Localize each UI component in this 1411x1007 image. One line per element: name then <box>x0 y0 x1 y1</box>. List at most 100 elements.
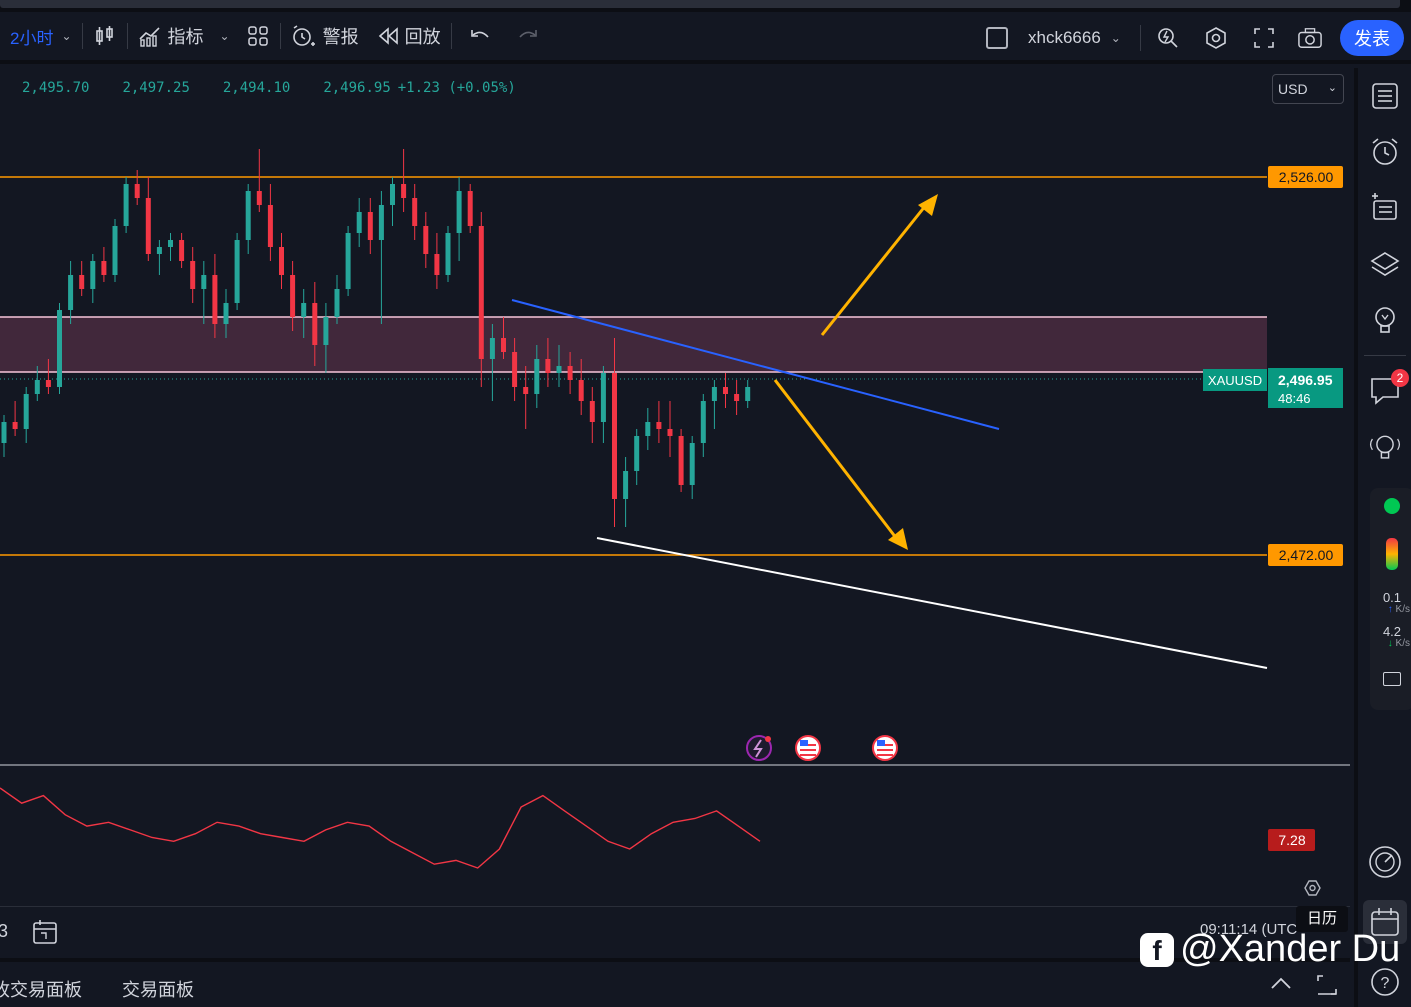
maximize-panel-icon[interactable] <box>1316 974 1338 1001</box>
redo-button[interactable] <box>516 10 540 62</box>
calendar-icon[interactable] <box>1363 900 1407 944</box>
candle-body <box>168 240 173 247</box>
status-dot <box>1384 498 1400 514</box>
chart-pane[interactable]: 2,526.00 2,472.00 XAUUSD 2,496.95 48:46 … <box>0 68 1350 906</box>
last-price-text: 2,496.95 <box>1278 372 1333 388</box>
chevron-up-icon[interactable] <box>1270 976 1292 995</box>
author-watermark: f @Xander Du <box>1140 928 1400 971</box>
camera-icon[interactable] <box>1298 26 1322 50</box>
candle-body <box>634 436 640 471</box>
gauge-icon[interactable] <box>1367 844 1403 880</box>
candle-body <box>179 240 185 261</box>
net-up-unit: ↑ K/s <box>1387 604 1410 615</box>
alert-button[interactable]: 警报 <box>291 10 359 62</box>
us-flag-event-icon[interactable] <box>795 735 821 761</box>
net-down-value: 4.2 <box>1382 624 1402 639</box>
net-up-value: 0.1 <box>1382 590 1402 605</box>
candle-body <box>478 226 484 359</box>
quick-search-icon[interactable] <box>1156 26 1180 50</box>
pane-settings-icon[interactable] <box>1304 880 1321 896</box>
interval-selector[interactable]: 2小时 ⌄ <box>0 10 72 62</box>
candle-body <box>412 198 418 226</box>
candle-body <box>501 338 506 352</box>
help-icon[interactable]: ? <box>1367 964 1403 1000</box>
date-range-icon[interactable] <box>32 919 60 950</box>
watermark-text: @Xander Du <box>1180 928 1401 970</box>
candle-body <box>734 394 740 401</box>
chart-type-button[interactable] <box>93 10 117 62</box>
indicators-button[interactable]: 指标 ⌄ <box>138 10 230 62</box>
divider <box>1364 355 1406 356</box>
legend-high: 2,497.25 <box>122 80 190 96</box>
candle-body <box>301 303 307 317</box>
candle-body <box>434 254 440 275</box>
candle-body <box>134 184 140 198</box>
divider <box>279 23 281 49</box>
price-chart[interactable]: 2,526.00 2,472.00 XAUUSD 2,496.95 48:46 … <box>0 68 1350 906</box>
publish-button[interactable]: 发表 <box>1340 20 1404 56</box>
legend-close: 2,496.95 <box>323 80 391 96</box>
candle-body <box>367 212 373 240</box>
undo-button[interactable] <box>468 10 492 62</box>
layers-icon[interactable] <box>1367 246 1403 282</box>
candle-body <box>600 373 606 422</box>
chevron-down-icon: ⌄ <box>1110 31 1121 45</box>
candle-body <box>423 226 429 254</box>
undo-icon <box>468 24 492 48</box>
candle-body <box>667 429 673 436</box>
watchlist-icon[interactable] <box>1367 78 1403 114</box>
candle-body <box>578 380 584 401</box>
currency-label: USD <box>1278 81 1308 97</box>
chevron-down-icon[interactable]: ⌄ <box>219 29 230 43</box>
lightning-event-icon[interactable] <box>746 735 772 761</box>
settings-gear-icon[interactable] <box>1204 26 1228 50</box>
snapshot-icon[interactable] <box>1383 672 1401 686</box>
top-scrollbar[interactable] <box>0 0 1400 8</box>
replay-button[interactable]: 回放 <box>377 10 441 62</box>
ideas-bulb-icon[interactable] <box>1367 302 1403 338</box>
utc-clock[interactable]: 09:11:14 (UTC <box>1200 921 1298 938</box>
layouts-button[interactable] <box>246 10 270 62</box>
candle-body <box>12 422 18 429</box>
account-menu[interactable]: xhck6666 ⌄ <box>1028 12 1121 64</box>
candle-body <box>23 394 29 429</box>
candle-body <box>279 247 284 275</box>
alarm-icon[interactable] <box>1367 134 1403 170</box>
candle-body <box>190 261 196 289</box>
last-price-label: 2,496.95 48:46 <box>1268 368 1343 408</box>
signal-bulb-icon[interactable] <box>1367 430 1403 466</box>
candle-body <box>456 191 462 233</box>
tab-trading-panel-left[interactable]: 收交易面板 <box>0 980 82 1000</box>
us-flag-event-icon[interactable] <box>872 735 898 761</box>
legend-open: 2,495.70 <box>22 80 90 96</box>
candle-body <box>567 366 573 380</box>
legend-change: +1.23 (+0.05%) <box>397 80 516 96</box>
divider <box>126 23 128 49</box>
trendline-blue[interactable] <box>511 299 1000 430</box>
trendline-white[interactable] <box>596 537 1268 669</box>
candle-body <box>68 275 74 310</box>
calendar-tooltip: 日历 <box>1296 906 1348 932</box>
price-label-upper: 2,526.00 <box>1268 166 1343 188</box>
candle-body <box>234 240 240 303</box>
candle-body <box>45 380 51 387</box>
tab-trading-panel[interactable]: 交易面板 <box>122 980 194 1000</box>
object-tree-icon[interactable] <box>1367 190 1403 226</box>
symbol-tag: XAUUSD <box>1203 369 1267 391</box>
arrow-down[interactable] <box>773 379 902 544</box>
candle-body <box>356 212 362 233</box>
time-axis[interactable]: 3 09:11:14 (UTC <box>0 906 1350 954</box>
arrow-up-head <box>918 194 938 216</box>
currency-select[interactable]: USD ⌄ <box>1272 74 1344 104</box>
replay-label: 回放 <box>404 27 441 47</box>
fullscreen-icon[interactable] <box>1252 26 1276 50</box>
price-label-lower: 2,472.00 <box>1268 544 1343 566</box>
candle-body <box>556 366 562 373</box>
chevron-down-icon: ⌄ <box>1327 82 1337 94</box>
chevron-down-icon: ⌄ <box>61 29 72 43</box>
candle-body <box>201 275 207 289</box>
resistance-zone[interactable] <box>0 317 1267 372</box>
candle-body <box>345 233 351 289</box>
checkbox-icon[interactable] <box>986 27 1008 49</box>
arrow-up[interactable] <box>820 199 932 336</box>
